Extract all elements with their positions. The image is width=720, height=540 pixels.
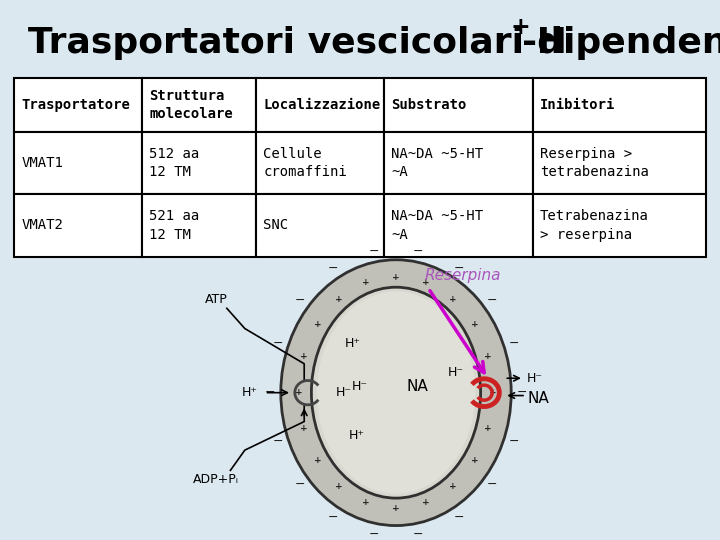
Text: H⁺: H⁺ (345, 337, 361, 350)
Text: −: − (328, 262, 338, 275)
Ellipse shape (281, 260, 511, 525)
Text: −: − (413, 528, 423, 540)
Text: Reserpina: Reserpina (425, 268, 501, 283)
Text: H⁻: H⁻ (352, 380, 368, 393)
Text: Cellule
cromaffini: Cellule cromaffini (264, 147, 347, 179)
Text: +: + (485, 353, 492, 361)
Text: −: − (369, 245, 379, 258)
Bar (384, 78, 533, 132)
Text: −: − (328, 510, 338, 523)
Bar (384, 132, 533, 194)
Text: −: − (454, 510, 464, 523)
Text: −: − (509, 337, 519, 350)
Text: −: − (265, 386, 276, 399)
Text: +: + (392, 504, 400, 513)
Text: −: − (454, 262, 464, 275)
Text: 512 aa
12 TM: 512 aa 12 TM (149, 147, 199, 179)
Bar (143, 132, 256, 194)
Text: −: − (369, 528, 379, 540)
Text: +: + (314, 456, 321, 465)
Bar (143, 78, 256, 132)
Text: +: + (314, 320, 321, 329)
Text: Reserpina >
tetrabenazina: Reserpina > tetrabenazina (540, 147, 649, 179)
Text: Tetrabenazina
> reserpina: Tetrabenazina > reserpina (540, 209, 649, 241)
Text: NA~DA ~5-HT
~A: NA~DA ~5-HT ~A (391, 209, 483, 241)
Text: +: + (485, 424, 492, 433)
Text: −: − (294, 478, 305, 491)
Text: −: − (273, 435, 283, 448)
Text: Inibitori: Inibitori (540, 98, 615, 112)
Text: +: + (362, 278, 370, 287)
Text: +: + (422, 278, 430, 287)
Text: +: + (392, 273, 400, 281)
Text: −: − (516, 386, 527, 399)
Bar (256, 132, 384, 194)
Text: Trasportatori vescicolari H: Trasportatori vescicolari H (28, 26, 567, 60)
Bar (143, 194, 256, 256)
Bar (533, 132, 706, 194)
Text: +: + (336, 482, 343, 491)
Text: 521 aa
12 TM: 521 aa 12 TM (149, 209, 199, 241)
Ellipse shape (317, 292, 475, 494)
Text: H⁻: H⁻ (526, 372, 543, 384)
Text: +: + (471, 456, 478, 465)
Text: −: − (413, 245, 423, 258)
Text: −: − (487, 294, 498, 307)
Text: VMAT2: VMAT2 (22, 218, 63, 232)
Text: Localizzazione: Localizzazione (264, 98, 380, 112)
Text: −: − (294, 294, 305, 307)
Bar (14, 78, 143, 132)
Text: NA~DA ~5-HT
~A: NA~DA ~5-HT ~A (391, 147, 483, 179)
Text: +: + (449, 295, 456, 303)
Text: H⁺: H⁺ (242, 386, 258, 399)
Bar (384, 194, 533, 256)
Text: +: + (422, 498, 430, 507)
Text: −: − (487, 478, 498, 491)
Bar (533, 78, 706, 132)
Text: +: + (449, 482, 456, 491)
Ellipse shape (311, 287, 481, 498)
Text: +: + (300, 424, 307, 433)
Bar (256, 78, 384, 132)
Text: ATP: ATP (204, 293, 228, 306)
Text: +: + (336, 295, 343, 303)
Text: −: − (273, 337, 283, 350)
Text: +: + (300, 353, 307, 361)
Text: ADP+Pᵢ: ADP+Pᵢ (193, 472, 239, 485)
Text: H⁻: H⁻ (447, 366, 464, 379)
Text: −: − (509, 435, 519, 448)
Text: +: + (295, 388, 303, 397)
Text: NA: NA (407, 380, 428, 394)
Text: Struttura
molecolare: Struttura molecolare (149, 89, 233, 121)
Bar (256, 194, 384, 256)
Text: Trasportatore: Trasportatore (22, 98, 130, 112)
Text: +: + (489, 388, 497, 397)
Text: -dipendenti: -dipendenti (523, 26, 720, 60)
Bar (533, 194, 706, 256)
Text: +: + (471, 320, 478, 329)
Text: VMAT1: VMAT1 (22, 156, 63, 170)
Text: +: + (362, 498, 370, 507)
Text: Substrato: Substrato (391, 98, 467, 112)
Text: SNC: SNC (264, 218, 288, 232)
Text: NA: NA (527, 391, 549, 406)
Text: +: + (510, 16, 531, 39)
Text: H⁻: H⁻ (336, 386, 352, 399)
Bar (14, 132, 143, 194)
Bar (14, 194, 143, 256)
Text: H⁺: H⁺ (348, 429, 364, 442)
